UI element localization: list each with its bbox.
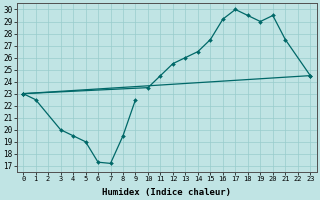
X-axis label: Humidex (Indice chaleur): Humidex (Indice chaleur) xyxy=(102,188,231,197)
